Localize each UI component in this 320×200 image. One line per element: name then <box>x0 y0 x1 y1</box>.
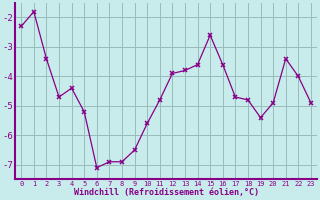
X-axis label: Windchill (Refroidissement éolien,°C): Windchill (Refroidissement éolien,°C) <box>74 188 259 197</box>
